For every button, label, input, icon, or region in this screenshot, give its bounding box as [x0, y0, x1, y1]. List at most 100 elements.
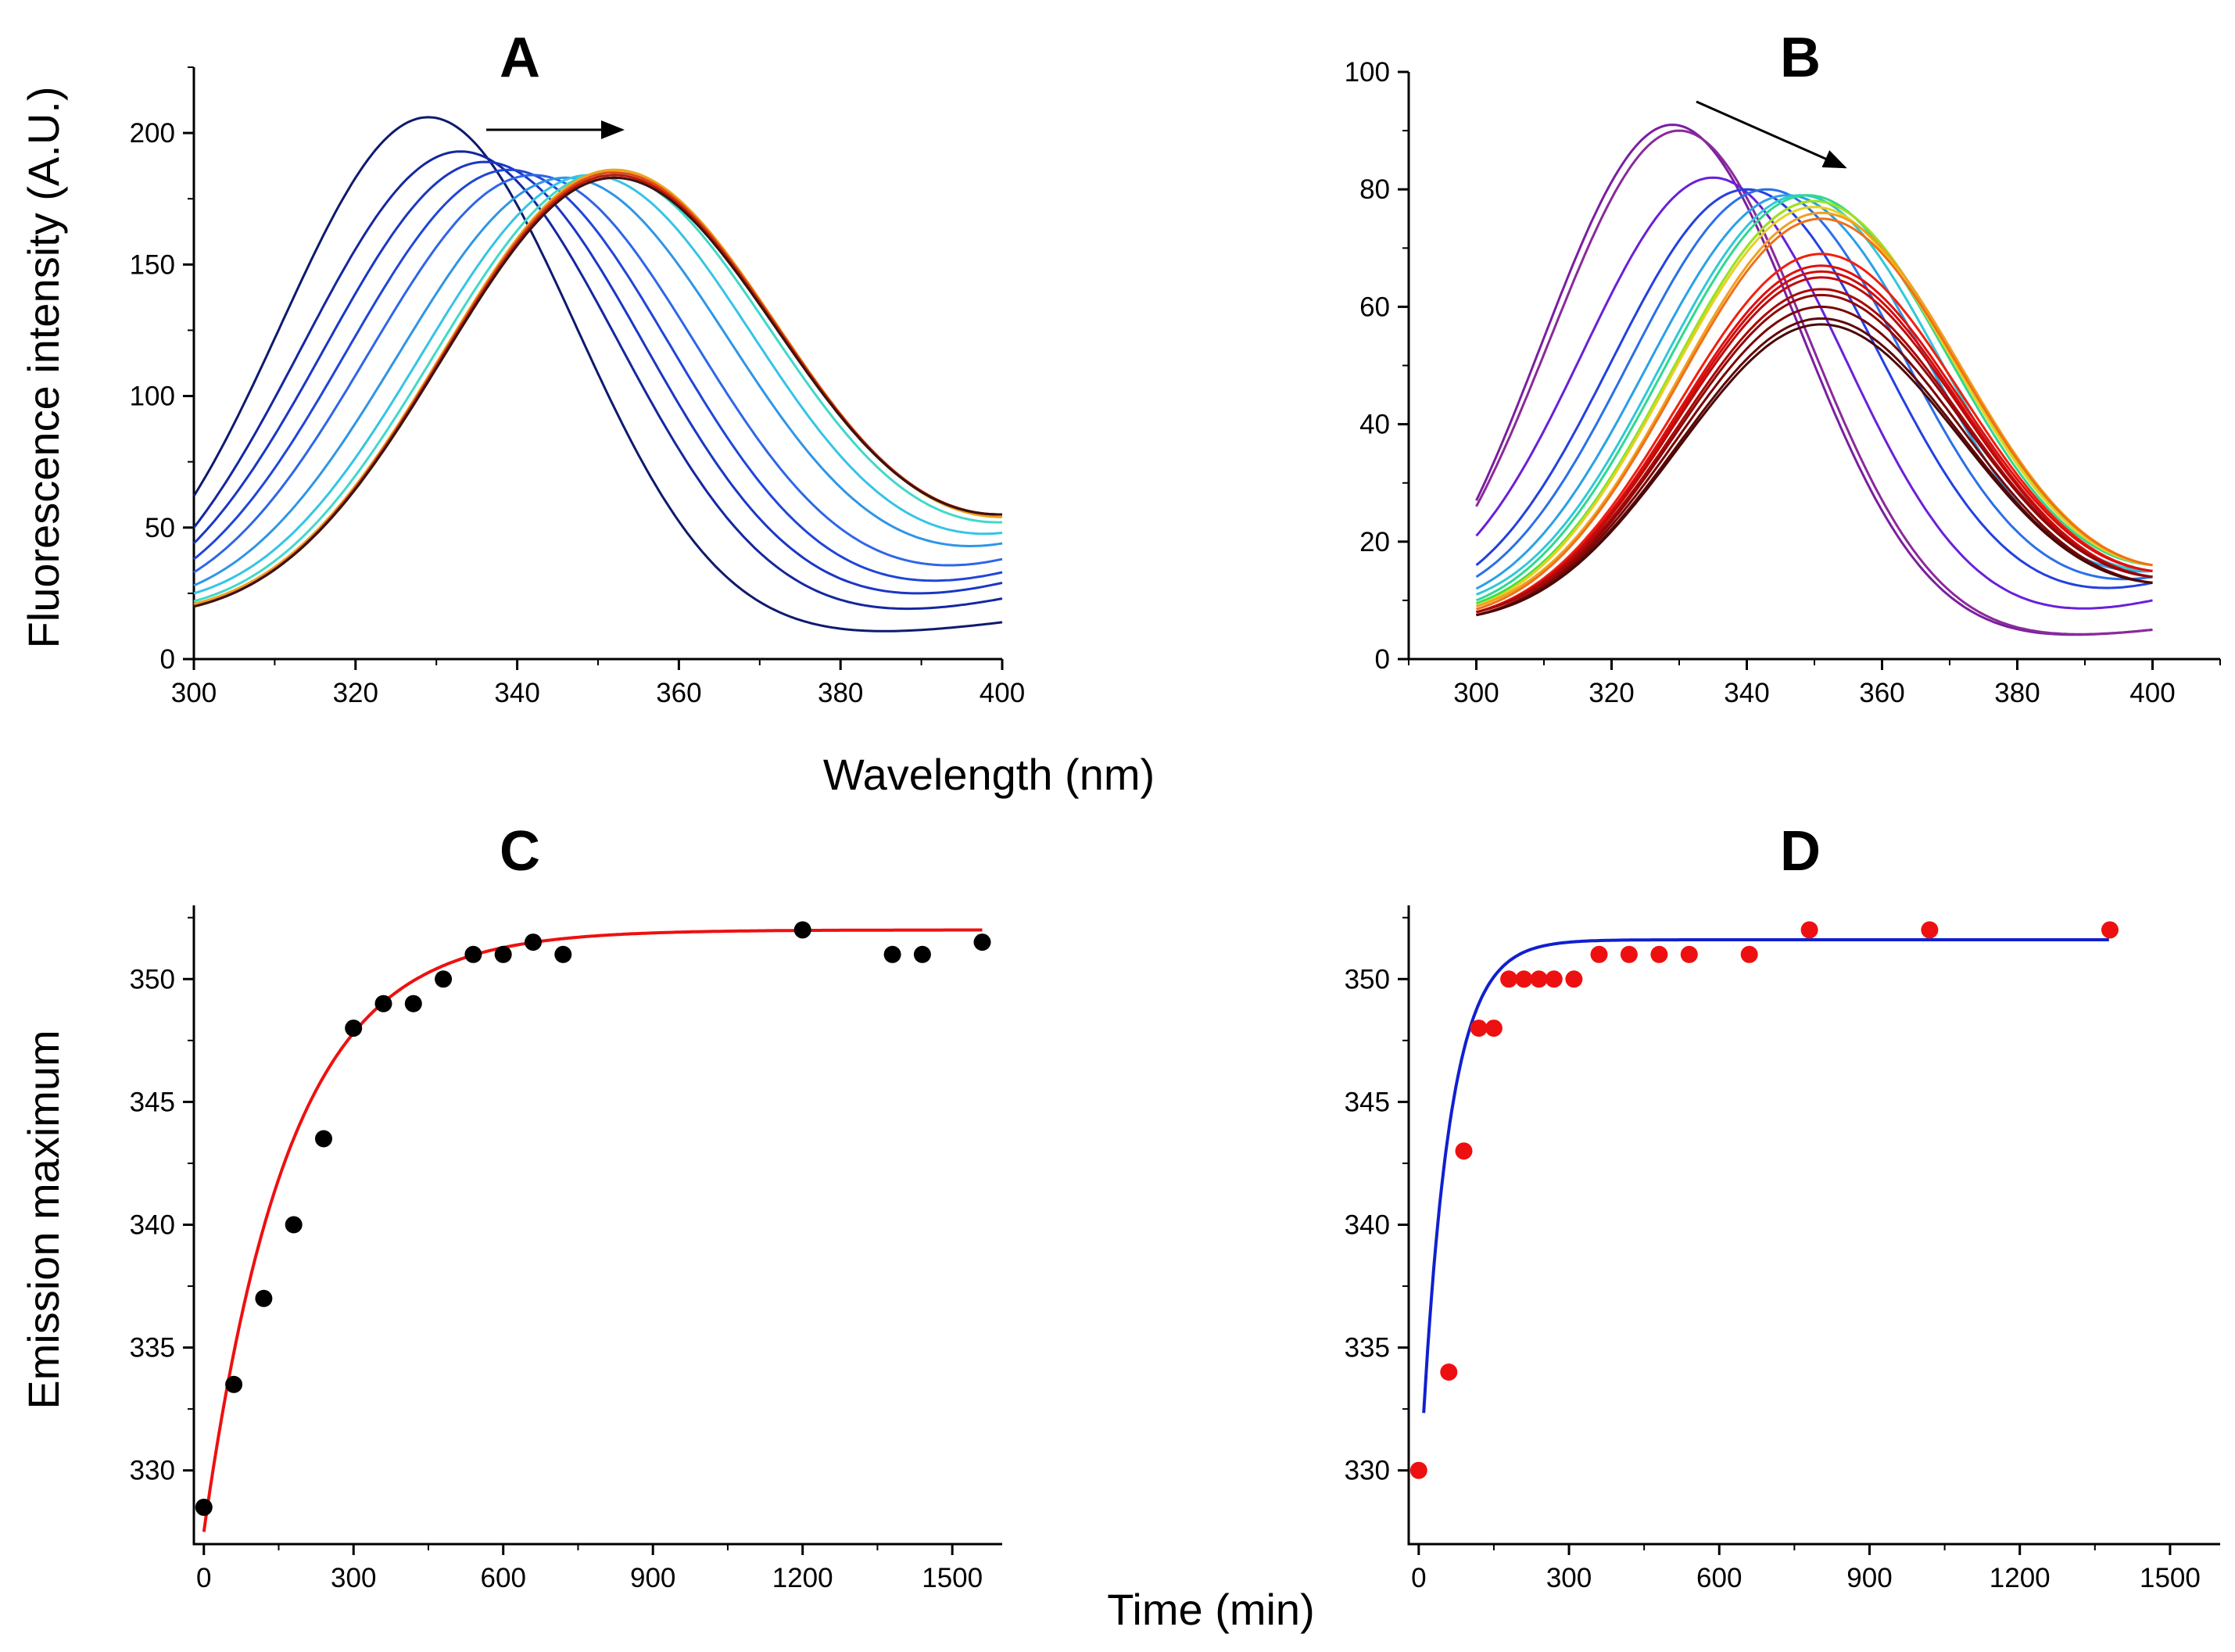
x-tick-label: 900 — [1846, 1563, 1892, 1593]
data-point — [1650, 945, 1668, 963]
data-point — [1545, 970, 1563, 988]
x-tick-label: 300 — [331, 1563, 376, 1593]
x-tick-label: 600 — [1696, 1563, 1742, 1593]
x-tick-label: 300 — [171, 678, 217, 708]
x-tick-label: 900 — [630, 1563, 675, 1593]
spectrum-line-b-20 — [1476, 305, 2153, 617]
spectrum-line-a-10 — [193, 168, 1003, 605]
spectrum-line-b-19 — [1476, 293, 2153, 617]
spectrum-line-a-9 — [193, 168, 1003, 605]
panel-c-title: C — [500, 820, 540, 883]
panel-a-title: A — [500, 27, 540, 89]
spectrum-line-a-2 — [192, 150, 1003, 611]
x-tick-label: 380 — [1994, 678, 2040, 708]
spectrum-line-a-8 — [193, 171, 1003, 603]
data-point — [1590, 945, 1608, 963]
x-tick-label: 300 — [1453, 678, 1499, 708]
x-tick-label: 1200 — [772, 1563, 833, 1593]
data-point — [1485, 1020, 1503, 1037]
panel-b-arrow — [1696, 100, 1847, 169]
data-point — [225, 1375, 243, 1393]
x-tick-label: 340 — [494, 678, 539, 708]
data-point — [1565, 970, 1583, 988]
y-tick-label: 340 — [1345, 1210, 1390, 1241]
top-x-axis-title: Wavelength (nm) — [823, 750, 1155, 799]
data-point — [1440, 1364, 1458, 1381]
axis-line — [1407, 905, 2220, 1546]
y-tick-label: 100 — [130, 382, 175, 412]
data-point — [1455, 1142, 1473, 1160]
data-point — [255, 1289, 273, 1307]
spectrum-line-a-12 — [193, 174, 1002, 608]
y-tick-label: 40 — [1359, 410, 1390, 440]
y-tick-label: 20 — [1359, 527, 1390, 557]
spectrum-line-b-4 — [1475, 188, 2153, 589]
spectrum-line-a-1 — [192, 116, 1003, 632]
x-tick-label: 600 — [481, 1563, 526, 1593]
spectrum-line-a-7 — [193, 174, 1003, 595]
spectrum-line-b-17 — [1476, 276, 2153, 614]
data-point — [404, 994, 422, 1012]
x-tick-label: 1200 — [1990, 1563, 2051, 1593]
x-tick-label: 380 — [818, 678, 863, 708]
y-tick-label: 150 — [130, 249, 175, 280]
data-point — [883, 945, 901, 963]
y-tick-label: 50 — [145, 513, 175, 543]
bottom-x-axis-title: Time (min) — [1107, 1585, 1314, 1634]
x-tick-label: 1500 — [922, 1563, 983, 1593]
fit-curve — [1422, 938, 2109, 1414]
data-point — [1470, 1020, 1488, 1037]
y-tick-label: 350 — [130, 964, 175, 994]
fit-curve — [202, 928, 983, 1532]
data-point — [374, 994, 392, 1012]
data-point — [1500, 970, 1518, 988]
spectrum-line-b-9 — [1475, 199, 2153, 605]
y-tick-label: 340 — [130, 1210, 175, 1241]
data-point — [195, 1498, 213, 1516]
spectrum-line-b-18 — [1476, 288, 2153, 614]
y-tick-label: 330 — [1345, 1456, 1390, 1486]
data-point — [345, 1020, 363, 1037]
spectrum-line-b-22 — [1476, 323, 2153, 617]
y-tick-label: 335 — [130, 1333, 175, 1364]
spectrum-line-b-14 — [1476, 253, 2153, 614]
x-tick-label: 340 — [1724, 678, 1769, 708]
x-tick-label: 0 — [1411, 1563, 1426, 1593]
spectrum-line-b-13 — [1476, 217, 2153, 611]
data-point — [435, 970, 453, 988]
panel-d-title: D — [1780, 820, 1821, 883]
x-tick-label: 320 — [1588, 678, 1634, 708]
data-point — [793, 921, 811, 939]
y-tick-label: 345 — [130, 1087, 175, 1117]
x-tick-label: 320 — [333, 678, 378, 708]
panel-d-plot: 0 300 600 900 1200 1500 330 335 340 345 350 — [1345, 905, 2220, 1593]
y-tick-label: 330 — [130, 1456, 175, 1486]
spectrum-line-b-1 — [1475, 124, 2153, 636]
panel-b-plot: 300 320 340 360 380 400 0 20 40 60 80 100 — [1345, 57, 2221, 708]
x-tick-label: 1500 — [2140, 1563, 2201, 1593]
x-tick-label: 360 — [656, 678, 701, 708]
y-tick-label: 345 — [1345, 1087, 1390, 1117]
data-point — [1620, 945, 1638, 963]
spectrum-line-b-10 — [1475, 199, 2153, 607]
panel-c-plot: 0 300 600 900 1200 1500 330 335 340 345 350 — [130, 905, 1002, 1593]
y-tick-label: 335 — [1345, 1333, 1390, 1364]
panel-d: D 0 300 600 900 1200 1500 330 335 340 345 350 — [1345, 820, 2220, 1593]
spectrum-line-a-3 — [192, 160, 1003, 595]
data-point — [285, 1216, 303, 1234]
data-point — [464, 945, 482, 963]
y-tick-label: 0 — [160, 644, 175, 675]
data-point — [1409, 1461, 1427, 1479]
spectrum-line-a-14 — [193, 176, 1002, 608]
panel-b: B 300 320 340 360 380 400 0 20 40 60 80 100 — [1345, 27, 2221, 708]
data-point — [1515, 970, 1533, 988]
data-point — [315, 1130, 332, 1148]
panel-c: C 0 300 600 900 1200 1500 330 335 340 345 350 — [130, 820, 1002, 1593]
spectrum-line-b-11 — [1475, 206, 2153, 607]
x-tick-label: 400 — [2129, 678, 2175, 708]
data-point — [1800, 921, 1818, 939]
x-tick-label: 360 — [1859, 678, 1904, 708]
bottom-y-axis-title: Emission maximum — [19, 1030, 68, 1409]
data-point — [1530, 970, 1548, 988]
